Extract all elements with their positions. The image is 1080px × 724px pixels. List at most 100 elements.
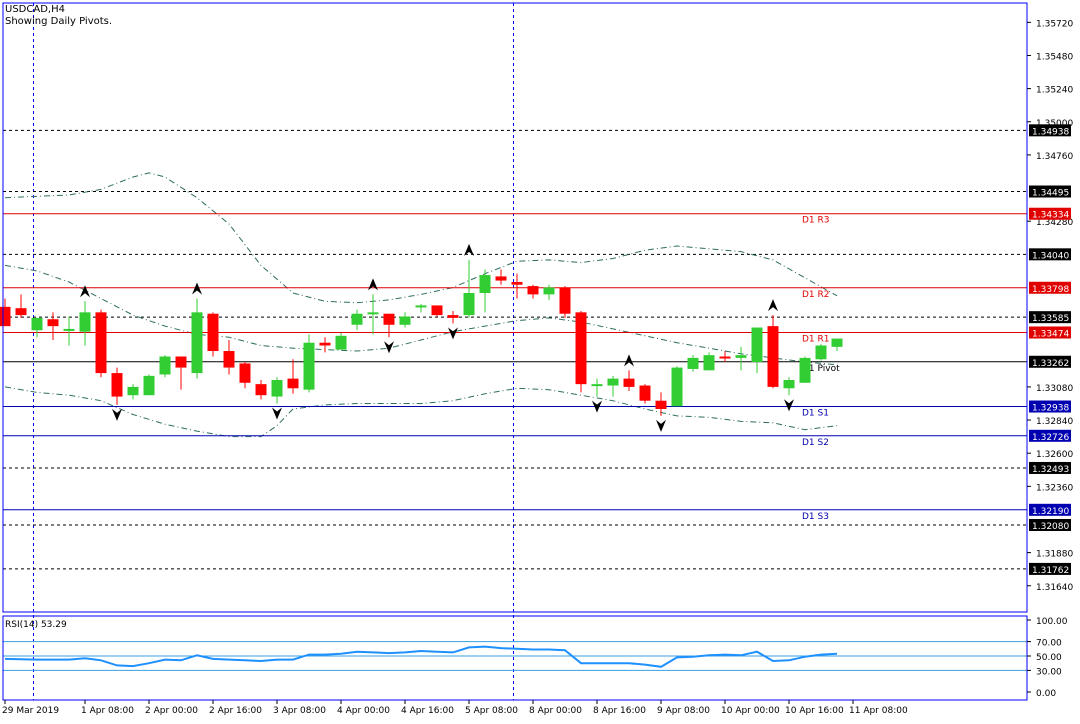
- price-tick-label: 1.35240: [1036, 86, 1073, 96]
- candle-body: [447, 315, 459, 318]
- fractal-down-icon: [384, 341, 394, 354]
- fractal-up-icon: [192, 282, 202, 295]
- rsi-tick-label: 0.00: [1036, 689, 1056, 699]
- time-tick-label: 4 Apr 00:00: [337, 706, 390, 716]
- level-price-label: 1.34040: [1032, 251, 1069, 261]
- price-tick-label: 1.32840: [1036, 417, 1073, 427]
- pivot-price-box: [1029, 207, 1071, 220]
- candle-body: [479, 275, 491, 293]
- rsi-panel-frame: [2, 615, 1028, 701]
- candle-body: [319, 342, 331, 346]
- fractal-up-icon: [80, 285, 90, 298]
- candle-body: [495, 276, 507, 281]
- fractal-down-icon: [784, 399, 794, 412]
- band-middle-line: [4, 264, 838, 366]
- pivot-price-label: 1.33474: [1032, 329, 1069, 339]
- candle-body: [415, 305, 427, 308]
- candle-body: [639, 385, 651, 401]
- price-tick-label: 1.35480: [1036, 52, 1073, 62]
- fractal-down-icon: [112, 408, 122, 421]
- chart-symbol-label: USDCAD,H4: [5, 4, 65, 15]
- time-tick-label: 11 Apr 08:00: [849, 706, 908, 716]
- candle-body: [527, 286, 539, 295]
- pivot-price-label: 1.32938: [1032, 404, 1069, 414]
- time-tick-label: 9 Apr 08:00: [657, 706, 710, 716]
- candle-body: [207, 313, 219, 351]
- rsi-line: [4, 645, 838, 668]
- level-price-label: 1.32493: [1032, 465, 1069, 475]
- price-tick-label: 1.33080: [1036, 384, 1073, 394]
- pivot-price-label: 1.32726: [1032, 433, 1069, 443]
- pivot-price-label: 1.33262: [1032, 359, 1069, 369]
- candle-body: [335, 335, 347, 350]
- candle-body: [287, 378, 299, 389]
- price-panel-frame: [2, 2, 1028, 613]
- rsi-tick-label: 100.00: [1036, 617, 1068, 627]
- time-tick-label: 3 Apr 08:00: [273, 706, 326, 716]
- pivot-price-box: [1029, 400, 1071, 413]
- time-tick-label: 5 Apr 08:00: [465, 706, 518, 716]
- band-upper-line: [4, 172, 838, 304]
- price-tick-label: 1.32360: [1036, 483, 1073, 493]
- candle-body: [511, 281, 523, 285]
- candle-body: [431, 305, 443, 316]
- candle-body: [0, 306, 11, 327]
- level-price-label: 1.34938: [1032, 127, 1069, 137]
- price-tick-label: 1.32600: [1036, 450, 1073, 460]
- candle-body: [303, 342, 315, 390]
- candle-body: [623, 378, 635, 387]
- price-tick-label: 1.34760: [1036, 152, 1073, 162]
- candle-body: [95, 312, 107, 374]
- price-tick-label: 1.34280: [1036, 218, 1073, 228]
- fractal-up-icon: [368, 278, 378, 291]
- level-price-label: 1.33585: [1032, 314, 1069, 324]
- fractal-down-icon: [656, 419, 666, 432]
- candle-body: [543, 287, 555, 295]
- price-tick-label: 1.35720: [1036, 19, 1073, 29]
- time-tick-label: 10 Apr 16:00: [785, 706, 844, 716]
- level-price-label: 1.32080: [1032, 522, 1069, 532]
- time-tick-label: 8 Apr 16:00: [593, 706, 646, 716]
- rsi-tick-label: 70.00: [1036, 639, 1062, 649]
- candle-body: [15, 308, 27, 316]
- candle-body: [111, 373, 123, 397]
- candle-body: [31, 317, 43, 331]
- pivot-price-box: [1029, 355, 1071, 368]
- pivot-line-label: D1 S2: [802, 438, 829, 448]
- pivot-price-label: 1.32190: [1032, 507, 1069, 517]
- price-tick-label: 1.35000: [1036, 119, 1073, 129]
- candle-body: [271, 380, 283, 397]
- fractal-up-icon: [464, 243, 474, 256]
- candle-body: [79, 312, 91, 332]
- candle-body: [591, 384, 603, 387]
- level-price-box: [1029, 185, 1071, 198]
- fractal-down-icon: [592, 400, 602, 413]
- candle-body: [799, 357, 811, 383]
- candle-body: [255, 384, 267, 396]
- level-price-label: 1.34495: [1032, 189, 1069, 199]
- pivot-line-label: D1 R3: [802, 216, 830, 226]
- candle-body: [399, 316, 411, 325]
- candle-body: [159, 356, 171, 375]
- time-tick-label: 29 Mar 2019: [2, 706, 59, 716]
- pivot-price-label: 1.33798: [1032, 285, 1069, 295]
- time-tick-label: 8 Apr 00:00: [529, 706, 582, 716]
- candle-body: [191, 312, 203, 374]
- level-price-box: [1029, 461, 1071, 474]
- fractal-down-icon: [272, 407, 282, 420]
- candle-body: [367, 312, 379, 315]
- pivot-line-label: D1 S1: [802, 409, 829, 419]
- time-tick-label: 1 Apr 08:00: [81, 706, 134, 716]
- rsi-tick-label: 50.00: [1036, 653, 1062, 663]
- rsi-tick-label: 30.00: [1036, 667, 1062, 677]
- pivot-line-label: D1 S3: [802, 512, 829, 522]
- candle-body: [767, 326, 779, 387]
- pivot-price-box: [1029, 281, 1071, 294]
- time-tick-label: 2 Apr 16:00: [209, 706, 262, 716]
- candle-body: [783, 380, 795, 389]
- candle-body: [175, 356, 187, 368]
- pivot-line-label: D1 Pivot: [802, 364, 840, 374]
- price-tick-label: 1.31880: [1036, 550, 1073, 560]
